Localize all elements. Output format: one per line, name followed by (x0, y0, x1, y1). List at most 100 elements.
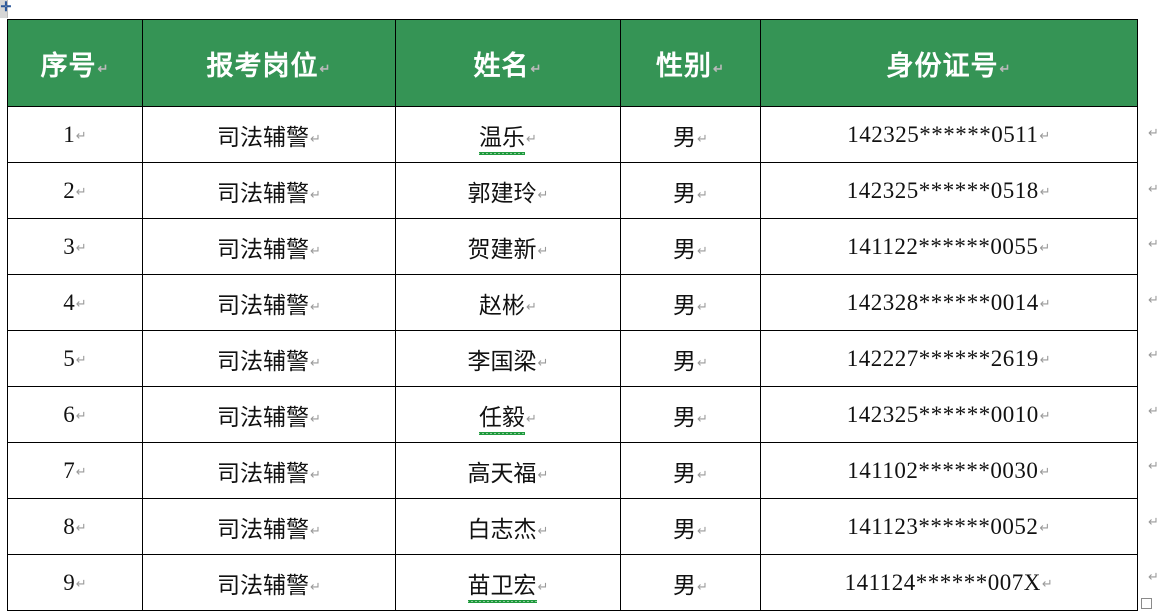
cell-sex: 男↵ (620, 554, 761, 611)
left-ruler-gutter (0, 0, 8, 18)
cell-name-text: 苗卫宏 (467, 566, 537, 603)
row-end-mark-icon: ↵ (1148, 402, 1159, 418)
table-row: 3↵ 司法辅警↵ 贺建新↵ 男↵ 141122******0055↵ (7, 218, 1138, 275)
cell-seq-text: 7 (63, 457, 75, 483)
cell-sex-text: 男 (673, 348, 697, 374)
cell-seq: 1↵ (7, 106, 143, 163)
paragraph-mark-icon: ↵ (1039, 351, 1052, 367)
paragraph-mark-icon: ↵ (537, 466, 549, 482)
cell-id-text: 141123******0052 (847, 513, 1039, 539)
paragraph-mark-icon: ↵ (537, 354, 549, 370)
paragraph-mark-icon: ↵ (537, 186, 549, 202)
paragraph-mark-icon: ↵ (537, 522, 549, 538)
cell-id: 142325******0518↵ (760, 162, 1138, 219)
cell-seq: 6↵ (7, 386, 143, 443)
row-end-mark-icon: ↵ (1148, 458, 1159, 473)
cell-name-text: 白志杰 (467, 516, 537, 542)
paragraph-mark-icon: ↵ (310, 130, 321, 146)
paragraph-mark-icon: ↵ (537, 242, 549, 258)
cell-id-text: 142227******2619 (846, 345, 1039, 371)
table-row: 2↵ 司法辅警↵ 郭建玲↵ 男↵ 142325******0518↵ (7, 162, 1138, 219)
row-end-mark-icon: ↵ (1148, 291, 1159, 307)
paragraph-mark-icon: ↵ (526, 130, 537, 146)
table-row: 1↵ 司法辅警↵ 温乐↵ 男↵ 142325******0511↵ (7, 106, 1138, 163)
cell-post-text: 司法辅警 (217, 572, 310, 598)
table-row: 9↵ 司法辅警↵ 苗卫宏↵ 男↵ 141124******007X↵ (7, 554, 1138, 611)
paragraph-mark-icon: ↵ (310, 466, 321, 482)
cell-name-text: 赵彬 (479, 292, 526, 318)
cell-id-text: 142325******0518 (846, 177, 1039, 203)
cell-id: 142325******0511↵ (760, 106, 1138, 163)
paragraph-mark-icon: ↵ (697, 298, 708, 314)
cell-sex-text: 男 (673, 180, 697, 206)
column-header-name: 姓名↵ (395, 19, 621, 107)
cell-post: 司法辅警↵ (142, 554, 396, 611)
paragraph-mark-icon: ↵ (713, 60, 725, 76)
cell-sex-text: 男 (673, 292, 697, 318)
cell-id-text: 141102******0030 (847, 457, 1039, 483)
cell-id: 142325******0010↵ (760, 386, 1138, 443)
cell-seq-text: 8 (63, 513, 75, 539)
cell-name: 赵彬↵ (395, 274, 621, 331)
paragraph-mark-icon: ↵ (697, 354, 708, 370)
cell-sex-text: 男 (673, 460, 697, 486)
row-end-mark-icon: ↵ (1148, 180, 1159, 196)
cell-seq-text: 6 (63, 401, 75, 427)
cell-name-text: 温乐 (479, 118, 526, 155)
paragraph-mark-icon: ↵ (75, 519, 87, 535)
paragraph-mark-icon: ↵ (697, 130, 708, 146)
cell-id-text: 142328******0014 (846, 289, 1039, 315)
paragraph-mark-icon: ↵ (697, 186, 708, 202)
cell-id-text: 142325******0511 (847, 121, 1039, 147)
cell-post-text: 司法辅警 (217, 404, 310, 430)
cell-post: 司法辅警↵ (142, 274, 396, 331)
cell-id-text: 142325******0010 (846, 401, 1039, 427)
paragraph-mark-icon: ↵ (310, 410, 321, 426)
cell-post-text: 司法辅警 (217, 292, 310, 318)
cell-sex: 男↵ (620, 162, 761, 219)
cell-name-text: 任毅 (479, 398, 526, 435)
cell-name: 郭建玲↵ (395, 162, 621, 219)
column-header-seq: 序号↵ (7, 19, 143, 107)
cell-name: 苗卫宏↵ (395, 554, 621, 611)
row-end-mark-icon: ↵ (1148, 569, 1159, 584)
cell-id: 142227******2619↵ (760, 330, 1138, 387)
paragraph-mark-icon: ↵ (310, 522, 321, 538)
row-end-mark-icon: ↵ (1148, 125, 1159, 140)
applicant-roster-table: 序号↵ 报考岗位↵ 姓名↵ 性别↵ 身份证号↵ 1↵ 司法辅警↵ 温乐↵ 男↵ 1423… (7, 19, 1138, 611)
cell-post: 司法辅警↵ (142, 106, 396, 163)
paragraph-mark-icon: ↵ (75, 575, 87, 591)
cell-post: 司法辅警↵ (142, 162, 396, 219)
table-header-row: 序号↵ 报考岗位↵ 姓名↵ 性别↵ 身份证号↵ (7, 19, 1138, 107)
paragraph-mark-icon: ↵ (526, 298, 537, 314)
paragraph-mark-icon: ↵ (75, 295, 87, 311)
paragraph-mark-icon: ↵ (697, 410, 708, 426)
paragraph-mark-icon: ↵ (537, 578, 549, 594)
paragraph-mark-icon: ↵ (75, 463, 87, 479)
row-end-mark-icon: ↵ (1148, 236, 1159, 251)
cell-sex: 男↵ (620, 386, 761, 443)
row-end-mark-column: ↵ ↵ ↵ ↵ ↵ ↵ ↵ ↵ ↵ (1148, 105, 1166, 605)
move-table-plus-icon[interactable]: ✛ (0, 0, 12, 14)
paragraph-mark-icon: ↵ (1041, 575, 1054, 591)
column-header-id: 身份证号↵ (760, 19, 1138, 107)
paragraph-mark-icon: ↵ (697, 522, 708, 538)
paragraph-mark-icon: ↵ (1039, 295, 1052, 311)
cell-seq: 7↵ (7, 442, 143, 499)
cell-name: 李国梁↵ (395, 330, 621, 387)
row-end-mark-icon: ↵ (1148, 347, 1159, 362)
cell-sex-text: 男 (673, 516, 697, 542)
paragraph-mark-icon: ↵ (75, 407, 87, 423)
cell-sex-text: 男 (673, 236, 697, 262)
cell-id: 141123******0052↵ (760, 498, 1138, 555)
cell-name-text: 贺建新 (467, 236, 537, 262)
cell-post: 司法辅警↵ (142, 442, 396, 499)
cell-seq: 2↵ (7, 162, 143, 219)
cell-seq-text: 2 (63, 177, 75, 203)
cell-sex: 男↵ (620, 106, 761, 163)
cell-post: 司法辅警↵ (142, 498, 396, 555)
resize-table-handle-icon[interactable] (1141, 598, 1152, 609)
column-header-post: 报考岗位↵ (142, 19, 396, 107)
paragraph-mark-icon: ↵ (1039, 127, 1051, 143)
paragraph-mark-icon: ↵ (697, 466, 708, 482)
